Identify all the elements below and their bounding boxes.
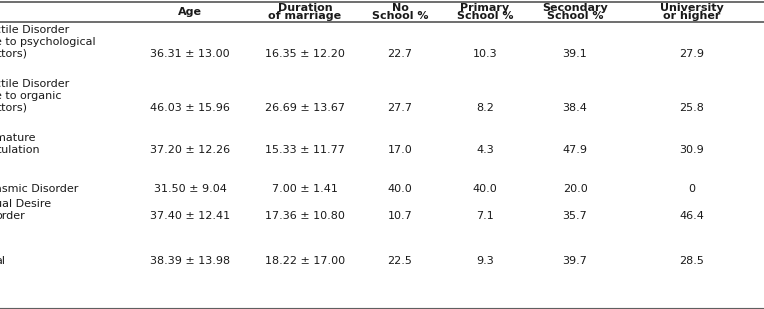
- Text: 20.0: 20.0: [562, 184, 588, 194]
- Text: 17.0: 17.0: [387, 145, 413, 155]
- Text: 22.5: 22.5: [387, 256, 413, 266]
- Text: 17.36 ± 10.80: 17.36 ± 10.80: [265, 211, 345, 221]
- Text: 36.31 ± 13.00: 36.31 ± 13.00: [151, 49, 230, 59]
- Text: 40.0: 40.0: [387, 184, 413, 194]
- Text: No: No: [392, 3, 409, 13]
- Text: 38.39 ± 13.98: 38.39 ± 13.98: [150, 256, 230, 266]
- Text: ctors): ctors): [0, 49, 27, 59]
- Text: 18.22 ± 17.00: 18.22 ± 17.00: [265, 256, 345, 266]
- Text: University: University: [660, 3, 724, 13]
- Text: or higher: or higher: [663, 11, 720, 21]
- Text: 0: 0: [688, 184, 695, 194]
- Text: 4.3: 4.3: [476, 145, 494, 155]
- Text: al: al: [0, 256, 5, 266]
- Text: 22.7: 22.7: [387, 49, 413, 59]
- Text: culation: culation: [0, 145, 40, 155]
- Text: School %: School %: [457, 11, 513, 21]
- Text: asmic Disorder: asmic Disorder: [0, 184, 79, 194]
- Text: Duration: Duration: [277, 3, 332, 13]
- Text: e to organic: e to organic: [0, 91, 61, 101]
- Text: 10.3: 10.3: [473, 49, 497, 59]
- Text: 16.35 ± 12.20: 16.35 ± 12.20: [265, 49, 345, 59]
- Text: mature: mature: [0, 133, 35, 143]
- Text: 27.7: 27.7: [387, 103, 413, 113]
- Text: 37.20 ± 12.26: 37.20 ± 12.26: [150, 145, 230, 155]
- Text: 46.03 ± 15.96: 46.03 ± 15.96: [150, 103, 230, 113]
- Text: 27.9: 27.9: [679, 49, 704, 59]
- Text: School %: School %: [547, 11, 604, 21]
- Text: School %: School %: [372, 11, 429, 21]
- Text: 15.33 ± 11.77: 15.33 ± 11.77: [265, 145, 345, 155]
- Text: e to psychological: e to psychological: [0, 37, 96, 47]
- Text: ctile Disorder: ctile Disorder: [0, 25, 70, 35]
- Text: 39.7: 39.7: [562, 256, 588, 266]
- Text: 35.7: 35.7: [562, 211, 588, 221]
- Text: 28.5: 28.5: [679, 256, 704, 266]
- Text: 47.9: 47.9: [562, 145, 588, 155]
- Text: Primary: Primary: [461, 3, 510, 13]
- Text: 26.69 ± 13.67: 26.69 ± 13.67: [265, 103, 345, 113]
- Text: ual Desire: ual Desire: [0, 199, 51, 209]
- Text: Age: Age: [178, 7, 202, 17]
- Text: 39.1: 39.1: [562, 49, 588, 59]
- Text: 9.3: 9.3: [476, 256, 494, 266]
- Text: 37.40 ± 12.41: 37.40 ± 12.41: [150, 211, 230, 221]
- Text: ctile Disorder: ctile Disorder: [0, 79, 70, 89]
- Text: of marriage: of marriage: [268, 11, 342, 21]
- Text: 25.8: 25.8: [679, 103, 704, 113]
- Text: 7.00 ± 1.41: 7.00 ± 1.41: [272, 184, 338, 194]
- Text: 46.4: 46.4: [679, 211, 704, 221]
- Text: order: order: [0, 211, 24, 221]
- Text: Secondary: Secondary: [542, 3, 608, 13]
- Text: 7.1: 7.1: [476, 211, 494, 221]
- Text: 30.9: 30.9: [680, 145, 704, 155]
- Text: ctors): ctors): [0, 103, 27, 113]
- Text: 38.4: 38.4: [562, 103, 588, 113]
- Text: 10.7: 10.7: [387, 211, 413, 221]
- Text: 31.50 ± 9.04: 31.50 ± 9.04: [154, 184, 226, 194]
- Text: 40.0: 40.0: [473, 184, 497, 194]
- Text: 8.2: 8.2: [476, 103, 494, 113]
